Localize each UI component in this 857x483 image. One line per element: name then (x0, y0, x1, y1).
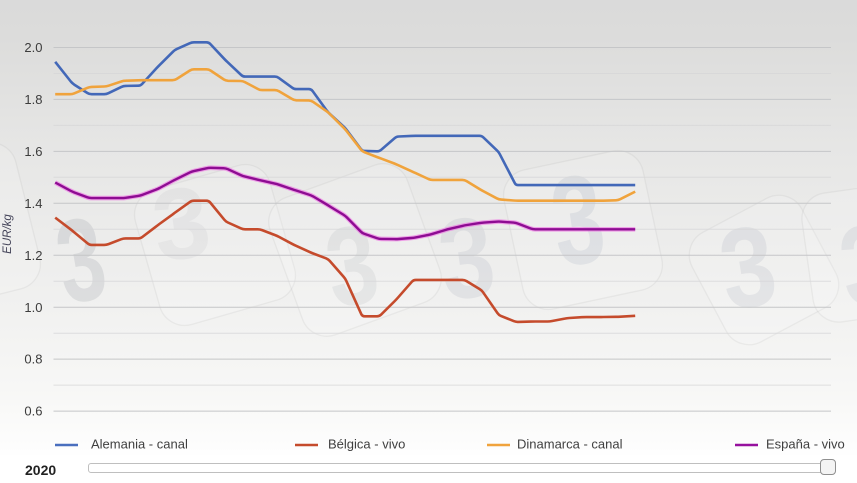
svg-text:3: 3 (47, 191, 115, 329)
svg-text:1.4: 1.4 (24, 196, 42, 211)
svg-text:1.6: 1.6 (24, 144, 42, 159)
svg-text:España - vivo: España - vivo (766, 436, 845, 451)
svg-text:Alemania - canal: Alemania - canal (91, 436, 188, 451)
svg-text:EUR/kg: EUR/kg (2, 214, 14, 254)
svg-text:Dinamarca - canal: Dinamarca - canal (517, 436, 623, 451)
svg-text:1.2: 1.2 (24, 248, 42, 263)
svg-text:1.8: 1.8 (24, 92, 42, 107)
svg-text:0.6: 0.6 (24, 404, 42, 419)
svg-text:Bélgica - vivo: Bélgica - vivo (328, 436, 405, 451)
svg-text:0.8: 0.8 (24, 352, 42, 367)
svg-text:2.0: 2.0 (24, 40, 42, 55)
svg-text:1.0: 1.0 (24, 300, 42, 315)
